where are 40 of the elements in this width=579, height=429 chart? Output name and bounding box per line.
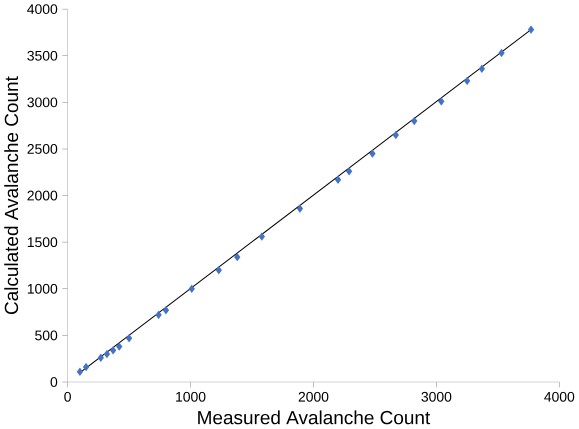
- point: [216, 266, 222, 274]
- y-tick-label: 500: [35, 330, 58, 341]
- point: [98, 354, 104, 362]
- y-tick-label: 3000: [27, 98, 58, 108]
- point: [464, 77, 470, 86]
- x-tick-label: 0: [64, 392, 71, 402]
- point: [104, 350, 110, 358]
- y-tick-label: 2000: [28, 190, 58, 201]
- y-tick-label: 2500: [28, 144, 58, 154]
- point: [188, 284, 195, 294]
- point: [155, 311, 162, 320]
- point: [162, 306, 170, 315]
- point: [478, 64, 485, 74]
- x-tick-label: 2000: [298, 392, 328, 402]
- point: [82, 363, 90, 372]
- point: [126, 334, 132, 342]
- point: [334, 176, 342, 184]
- point: [258, 232, 265, 241]
- point: [110, 346, 116, 355]
- y-tick-label: 1500: [28, 238, 58, 248]
- point: [438, 98, 444, 106]
- point: [411, 117, 418, 126]
- point: [234, 253, 240, 262]
- point: [369, 150, 376, 158]
- point: [392, 131, 399, 140]
- point: [296, 204, 304, 213]
- x-tick-label: 3000: [421, 392, 452, 402]
- y-tick-label: 0: [50, 377, 58, 388]
- y-tick-label: 1000: [28, 284, 58, 294]
- y-tick-label: 4000: [27, 4, 58, 14]
- point: [76, 368, 84, 376]
- point: [528, 26, 534, 34]
- point: [498, 49, 505, 58]
- x-axis-title: Measured Avalanche Count: [198, 410, 430, 425]
- y-tick-label: 3500: [27, 51, 58, 61]
- x-tick-label: 4000: [544, 392, 574, 402]
- x-tick-label: 1000: [176, 392, 206, 402]
- point: [346, 168, 352, 176]
- y-axis-title: Calculated Avalanche Count: [4, 76, 18, 314]
- point: [116, 342, 122, 351]
